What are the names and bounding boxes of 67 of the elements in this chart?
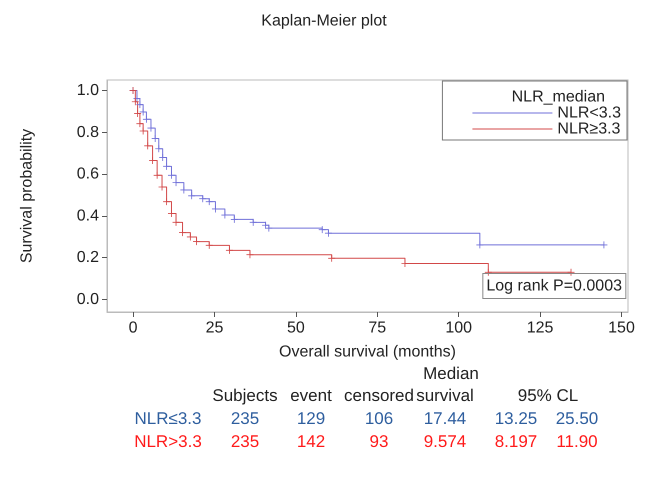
point [136,120,144,128]
y-tick-label: 0.6 [76,166,100,183]
text: 8.197 [494,432,538,451]
x-tick-label: 100 [445,320,472,336]
point [140,108,147,116]
point [206,198,213,206]
point [163,162,170,170]
x-tick-label: 25 [206,320,224,336]
text: NLR≤3.3 [134,409,202,429]
x-tick-label: 50 [286,320,305,336]
text: 129 [296,409,326,429]
point [318,226,326,234]
point [600,241,608,248]
text: 142 [296,432,326,452]
point [226,246,233,254]
point [172,218,180,226]
point [179,229,186,236]
text: event [290,386,332,405]
point [188,192,196,200]
point [265,224,272,232]
point [476,241,484,248]
text: Median [422,364,480,384]
point [142,116,150,123]
text: 93 [368,432,390,452]
text: survival [416,386,474,405]
y-tick-label: 0.0 [76,290,100,308]
text: NLR>3.3 [133,432,203,452]
point [147,124,154,132]
text: Subjects [211,386,279,406]
text: 11.90 [556,432,598,451]
text: 17.44 [422,409,468,429]
point [230,216,238,223]
x-tick-label: 125 [526,320,554,336]
x-tick-label: 150 [608,320,635,336]
point [246,251,254,258]
point [144,142,152,150]
x-axis-title: Overall survival (months) [279,344,456,360]
legend-label: NLR≥3.3 [557,120,621,138]
text: 235 [230,432,260,452]
point [250,218,257,226]
y-tick-label: 0.2 [76,249,100,266]
legend-label: NLR<3.3 [557,104,622,122]
x-tick-label: 75 [368,320,386,336]
y-tick-label: 1.0 [76,82,100,99]
y-tick-label: 0.8 [76,124,100,141]
legend-title: NLR_median [512,88,606,106]
point [136,101,144,108]
point [133,95,140,102]
point [168,172,175,179]
point [134,110,142,117]
point [172,179,180,186]
text: 25.50 [556,409,598,428]
point [324,230,332,237]
y-tick-label: 0.4 [76,207,100,224]
x-tick-label: 0 [128,320,138,336]
text: 13.25 [494,409,538,428]
point [193,238,200,246]
annotation: Log rank P=0.0003 [486,278,622,294]
y-axis-title: Survival probability [18,128,36,264]
text: 106 [364,409,394,429]
point [154,172,161,179]
chart-title: Kaplan-Meier plot [261,12,388,30]
text: 235 [230,409,260,429]
text: censored [344,386,414,405]
text: 9.574 [422,432,468,452]
text: 95% CL [516,386,580,406]
point [163,198,170,206]
